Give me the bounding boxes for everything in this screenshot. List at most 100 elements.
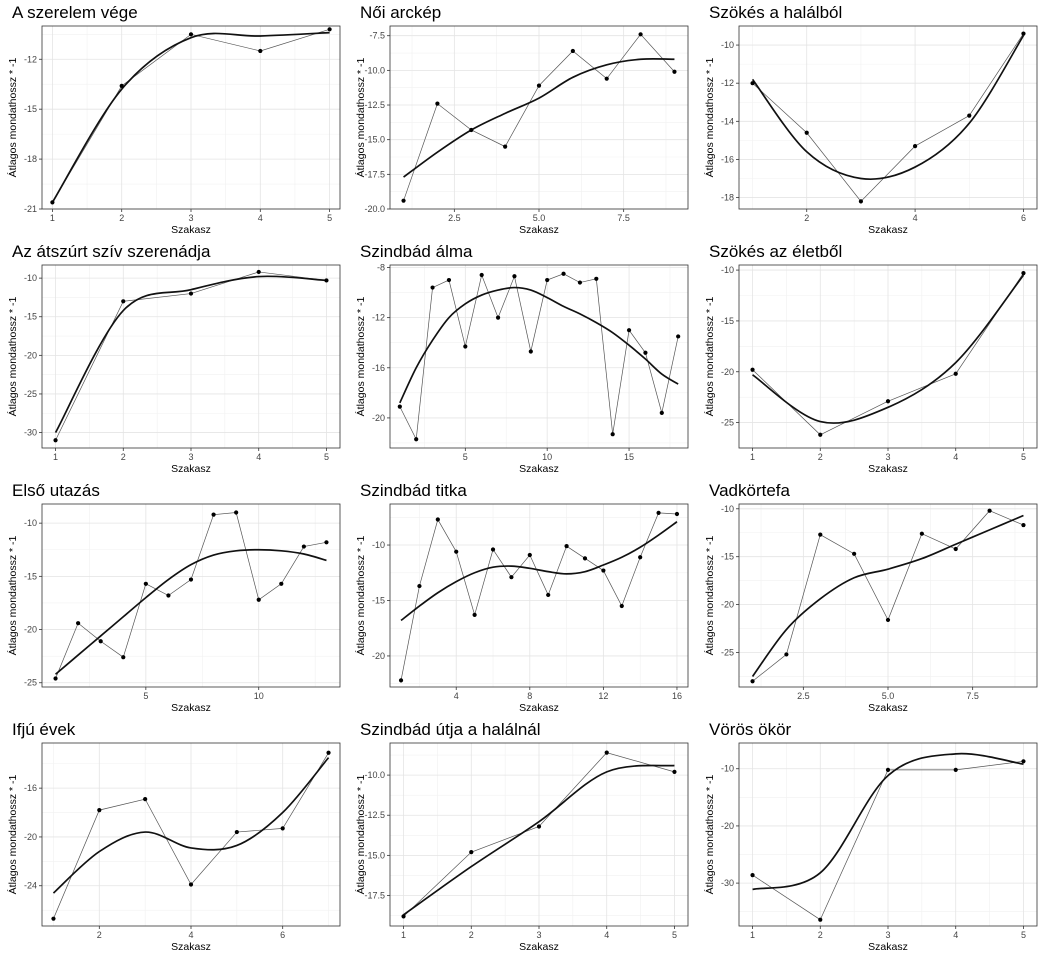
x-tick-label: 5: [143, 691, 148, 701]
y-tick-label: -18: [24, 154, 37, 164]
y-axis-label: Átlagos mondathossz * -1: [354, 58, 367, 178]
series-line-smooth: [751, 35, 1025, 180]
y-tick-label: -20.0: [364, 204, 385, 214]
data-point: [672, 769, 677, 774]
data-point: [750, 81, 755, 86]
x-tick-label: 10: [542, 452, 552, 462]
data-point: [967, 113, 972, 118]
data-point: [564, 544, 569, 549]
chart-title: Első utazás: [12, 481, 100, 500]
chart-svg: Szindbád útja a halálnál 1 2 3 4 5 -17.5 -15.0 -…: [354, 720, 689, 953]
data-point: [619, 603, 624, 609]
y-axis-label: Átlagos mondathossz * -1: [6, 775, 19, 895]
chart-svg: Szindbád álma 5 10 15 -20 -16 -12 -8 Szakasz Átla…: [354, 242, 689, 475]
y-tick-label: -15: [721, 552, 734, 562]
chart-title: Szindbád titka: [360, 481, 467, 500]
y-axis-label: Átlagos mondathossz * -1: [6, 536, 19, 656]
data-point: [672, 69, 677, 74]
x-tick-label: 4: [454, 691, 459, 701]
chart-title: Szökés a halálból: [709, 3, 842, 22]
data-point: [234, 829, 239, 835]
data-point: [604, 76, 609, 81]
x-tick-label: 12: [598, 691, 608, 701]
data-point: [324, 278, 329, 283]
data-point: [430, 285, 435, 290]
chart-panel: Női arckép 2.5 5.0 7.5 -20.0 -17.5 -15.0 -12.5 -…: [348, 0, 696, 239]
data-point: [401, 198, 406, 203]
x-tick-label: 3: [885, 452, 890, 462]
chart-panel: Ifjú évek 2 4 6 -24 -20 -16 Szakasz Átlagos mond…: [0, 717, 348, 956]
data-point: [528, 349, 533, 354]
y-tick-label: -20: [721, 821, 734, 831]
y-axis-label: Átlagos mondathossz * -1: [703, 297, 716, 417]
series-line-smooth: [403, 58, 675, 178]
x-tick-label: 5: [463, 452, 468, 462]
x-axis-label: Szakasz: [171, 224, 211, 236]
y-tick-label: -15.0: [364, 135, 385, 145]
x-tick-label: 4: [604, 930, 609, 940]
y-tick-label: -20: [24, 625, 37, 635]
x-tick-label: 16: [672, 691, 682, 701]
data-point: [53, 676, 58, 681]
data-point: [1021, 271, 1026, 276]
chart-svg: Az átszúrt szív szerenádja 1 2 3 4 5 -30 -25 -20…: [6, 242, 341, 475]
data-point: [527, 552, 532, 558]
data-point: [987, 508, 992, 513]
data-point: [656, 510, 661, 515]
x-tick-label: 6: [280, 930, 285, 940]
y-tick-label: -30: [721, 878, 734, 888]
x-tick-label: 10: [254, 691, 264, 701]
y-axis-label: Átlagos mondathossz * -1: [6, 58, 19, 178]
data-point: [454, 549, 459, 554]
x-tick-label: 2.5: [797, 691, 810, 701]
chart-title: Női arckép: [360, 3, 441, 22]
chart-title: Ifjú évek: [12, 720, 76, 739]
x-axis-label: Szakasz: [868, 463, 908, 475]
x-tick-label: 5: [672, 930, 677, 940]
x-axis-label: Szakasz: [868, 224, 908, 236]
x-tick-label: 1: [50, 213, 55, 223]
y-tick-label: -10: [721, 265, 734, 275]
y-tick-label: -18: [721, 193, 734, 203]
series-line-smooth: [54, 275, 327, 433]
data-point: [545, 277, 550, 283]
data-point: [446, 277, 452, 283]
y-tick-label: -25: [721, 418, 734, 428]
data-point: [561, 271, 566, 276]
x-tick-label: 2: [804, 213, 809, 223]
x-tick-label: 4: [913, 213, 918, 223]
chart-title: Vadkörtefa: [709, 481, 791, 500]
x-tick-label: 3: [885, 930, 890, 940]
data-point: [1021, 759, 1026, 764]
data-point: [953, 767, 958, 772]
y-tick-label: -25: [24, 389, 37, 399]
chart-title: Az átszúrt szív szerenádja: [12, 242, 211, 261]
data-point: [121, 299, 126, 304]
x-tick-label: 5: [1021, 930, 1026, 940]
chart-svg: Első utazás 5 10 -25 -20 -15 -10 Szakasz Átlagos…: [6, 481, 341, 714]
data-point: [852, 551, 857, 556]
y-tick-label: -10: [721, 40, 734, 50]
x-tick-label: 4: [188, 930, 193, 940]
data-point: [234, 510, 239, 515]
y-tick-label: -14: [721, 116, 734, 126]
data-point: [512, 274, 517, 279]
data-point: [1021, 522, 1026, 528]
y-tick-label: -20: [24, 832, 37, 842]
series-line-smooth: [51, 31, 330, 203]
x-tick-label: 1: [750, 930, 755, 940]
plot-frame: [41, 264, 341, 449]
data-point: [536, 824, 542, 829]
data-point: [490, 547, 496, 552]
y-tick-label: -15: [372, 595, 385, 605]
data-point: [601, 568, 606, 573]
data-point: [326, 750, 331, 755]
data-point: [324, 540, 329, 545]
data-point: [98, 639, 103, 644]
y-tick-label: -15.0: [364, 850, 385, 860]
y-axis-label: Átlagos mondathossz * -1: [703, 58, 716, 178]
series-line-raw: [55, 512, 327, 679]
plot-frame: [738, 742, 1038, 927]
plot-frame: [389, 742, 689, 927]
x-tick-label: 1: [53, 452, 58, 462]
